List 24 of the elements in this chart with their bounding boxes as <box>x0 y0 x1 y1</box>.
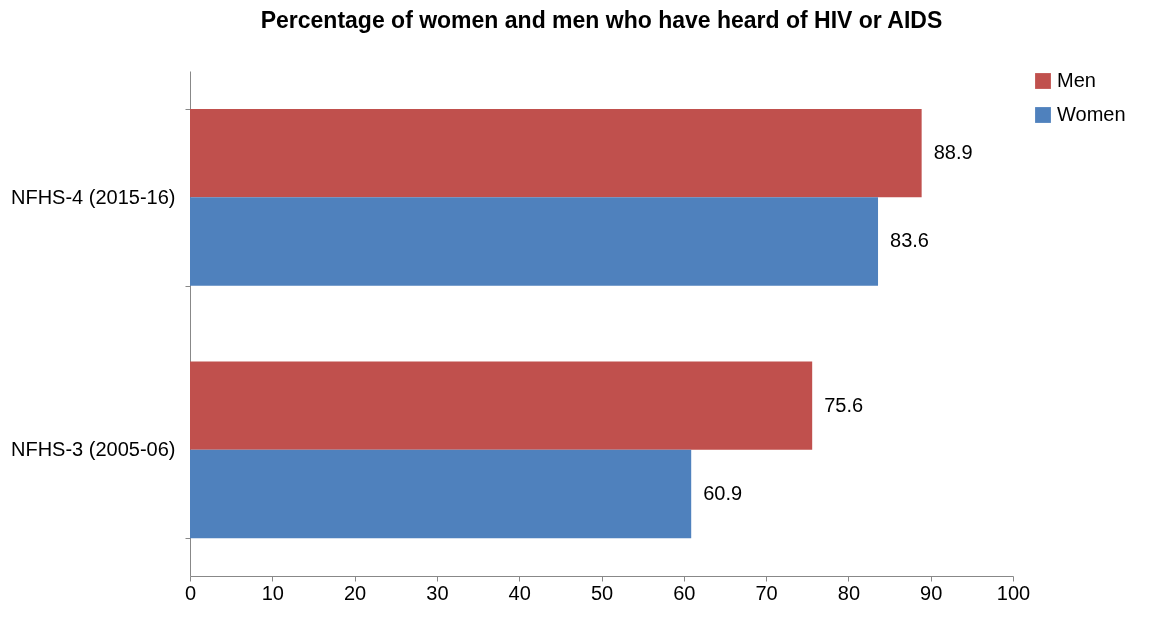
chart-title: Percentage of women and men who have heard of HIV or AIDS <box>260 7 943 33</box>
y-tick-label: NFHS-3 (2005-06) <box>10 438 176 461</box>
x-tick-label: 0 <box>184 581 197 604</box>
x-tick-label: 100 <box>996 581 1031 604</box>
x-tick-label: 20 <box>343 581 367 604</box>
data-label: 60.9 <box>703 481 743 504</box>
x-tick-label: 70 <box>755 581 778 604</box>
x-tick-label: 60 <box>673 581 696 604</box>
bar <box>190 197 879 286</box>
x-tick-label: 40 <box>508 581 531 604</box>
x-tick-label: 50 <box>590 581 614 604</box>
x-tick-label: 80 <box>837 581 861 604</box>
legend-label: Men <box>1057 69 1096 91</box>
data-label: 88.9 <box>933 141 973 164</box>
bar <box>190 361 813 450</box>
x-tick-label: 10 <box>261 581 284 604</box>
data-label: 83.6 <box>890 229 929 252</box>
x-tick-label: 90 <box>920 581 943 604</box>
y-tick-label: NFHS-4 (2015-16) <box>10 185 176 208</box>
data-label: 75.6 <box>824 393 864 416</box>
x-tick-label: 30 <box>426 581 449 604</box>
bar <box>190 449 692 539</box>
bar <box>190 108 922 198</box>
legend-label: Women <box>1057 103 1126 125</box>
